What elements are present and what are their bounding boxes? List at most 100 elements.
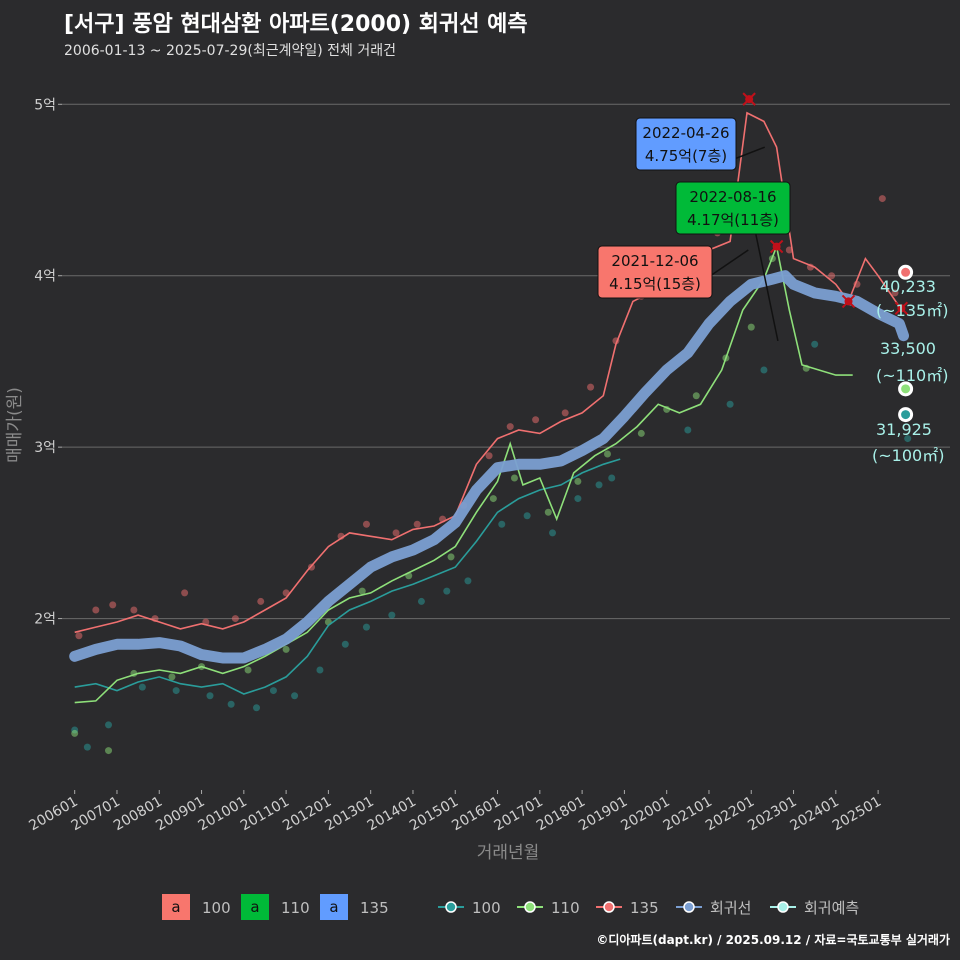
scatter-point-area110 [574,477,582,485]
annotation-box [675,181,791,235]
scatter-point-area100 [227,700,235,708]
y-axis-ticks: 2억 3억 4억 5억 [34,97,62,628]
scatter-point-area135 [109,601,117,609]
scatter-point-area100 [172,687,180,695]
scatter-point-area135 [257,597,265,605]
scatter-point-area135 [485,452,493,460]
legend-line-name: 회귀선 [710,899,751,917]
scatter-point-area135 [561,409,569,417]
scatter-point-area110 [282,645,290,653]
scatter-point-area100 [341,640,349,648]
y-tick-label: 5억 [34,97,56,113]
forecast-area: (~135㎡) [876,301,948,320]
scatter-point-area100 [608,474,616,482]
scatter-point-area135 [828,272,836,280]
scatter-point-area100 [362,623,370,631]
scatter-point-area135 [532,416,540,424]
legend-label-swatch [241,894,269,920]
legend-label-swatch [162,894,190,920]
scatter-point-area135 [92,606,100,614]
y-tick-label: 3억 [34,440,56,456]
x-axis-title: 거래년월 [477,843,540,863]
forecast-value: 31,925 [876,420,932,439]
scatter-point-area100 [760,366,768,374]
legend-label-swatch [320,894,348,920]
scatter-point-area100 [811,340,819,348]
series-line-area135 [74,111,900,634]
forecast-area: (~100㎡) [872,446,944,465]
scatter-point-area100 [269,687,277,695]
legend-line-dot [683,901,695,913]
forecast-area: (~110㎡) [876,366,948,385]
scatter-point-area100 [904,435,912,443]
legend-line-name: 100 [472,899,501,917]
scatter-point-area135 [785,246,793,254]
legend-label-name: 135 [360,899,389,917]
scatter-point-area100 [726,400,734,408]
max-markers [742,92,909,315]
scatter-point-area110 [71,729,79,737]
annotation-date: 2022-04-26 [642,124,729,142]
legend-line-dot [524,901,536,913]
max-marker-cross [894,301,909,315]
x-tick-label: 202501 [830,794,884,835]
scatter-point-area100 [291,692,299,700]
scatter-point-area135 [587,383,595,391]
legend-label-glyph: a [171,898,180,916]
y-tick-label: 4억 [34,269,56,285]
annotation-price: 4.75억(7층) [645,147,727,165]
scatter-point-area110 [637,429,645,437]
scatter-point-area100 [206,692,214,700]
scatter-point-area100 [138,683,146,691]
legend-label-glyph: a [250,898,259,916]
scatter-point-area100 [523,512,531,520]
legend: a 100 a 110 a 135 100 110 135 회귀선 회귀예측 [162,894,859,920]
max-marker-cross [742,92,756,106]
scatter-point-area100 [316,666,324,674]
scatter-point-area110 [168,673,176,681]
legend-label-name: 110 [281,899,310,917]
legend-line-name: 회귀예측 [804,899,859,917]
x-axis-ticks: 2006012007012008012009012010012011012012… [26,790,884,834]
annotation-box [597,245,713,299]
scatter-point-area110 [747,323,755,331]
scatter-point-area110 [244,666,252,674]
scatter-point-area135 [362,520,370,528]
y-tick-label: 2억 [34,612,56,628]
annotation-leader [755,233,779,342]
scatter-point-area100 [105,721,113,729]
scatter-point-area110 [489,495,497,503]
scatter-point-area110 [447,553,455,561]
footer-credit: ©디아파트(dapt.kr) / 2025.09.12 / 자료=국토교통부 실… [596,933,950,947]
series-line-area100 [74,458,621,695]
scatter-point-area110 [358,587,366,595]
max-marker-cross [769,239,784,254]
legend-line-dot [445,901,457,913]
scatter-point-area135 [231,615,239,623]
annotation-box [635,117,737,171]
scatter-point-area100 [684,426,692,434]
scatter-point-area135 [130,606,138,614]
scatter-point-area100 [464,577,472,585]
max-marker-cross [841,294,856,309]
scatter-point-area100 [549,529,557,537]
scatter-point-area110 [692,392,700,400]
legend-label-glyph: a [329,898,338,916]
forecast-value: 40,233 [880,277,936,296]
series-lines [74,111,900,704]
legend-line-dot [603,901,615,913]
legend-line-name: 135 [630,899,659,917]
scatter-point-area100 [595,481,603,489]
scatter-point-area135 [506,423,514,431]
scatter-point-area135 [392,529,400,537]
forecast-point-area100 [898,407,914,423]
annotation-price: 4.15억(15층) [609,275,701,293]
annotation-price: 4.17억(11층) [687,211,779,229]
forecast-value: 33,500 [880,339,936,358]
legend-line-name: 110 [551,899,580,917]
legend-line-dot [777,901,789,913]
scatter-point-area100 [417,597,425,605]
scatter-point-area100 [443,587,451,595]
scatter-point-area100 [498,520,506,528]
